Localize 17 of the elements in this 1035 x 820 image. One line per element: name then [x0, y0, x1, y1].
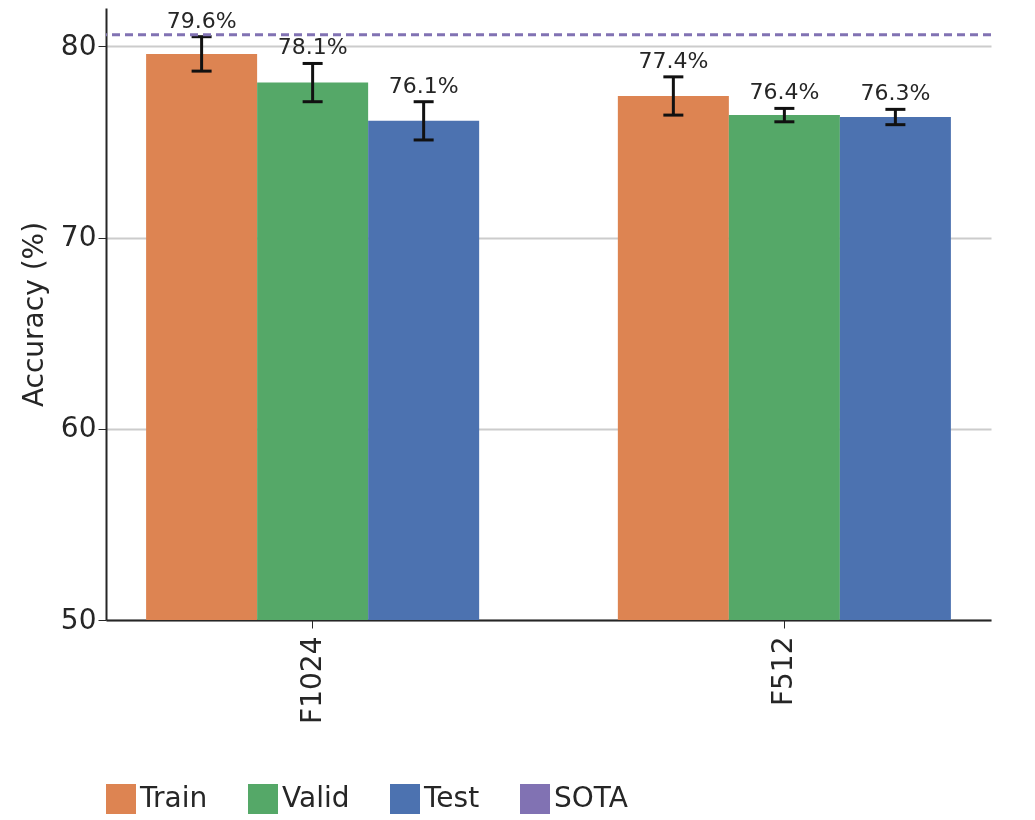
x-tick-label: F512: [766, 636, 800, 707]
data-label: 79.6%: [166, 7, 237, 33]
data-label: 77.4%: [638, 47, 709, 73]
data-label: 76.1%: [388, 72, 459, 98]
data-label: 76.3%: [860, 80, 931, 106]
legend-label: Test: [423, 781, 480, 814]
y-tick-label: 60: [60, 411, 97, 445]
y-axis-title: Accuracy (%): [16, 221, 50, 408]
data-label: 76.4%: [749, 79, 820, 105]
legend-label: SOTA: [554, 781, 628, 814]
legend-label: Train: [139, 781, 208, 814]
legend-label: Valid: [282, 781, 350, 814]
data-label: 78.1%: [277, 34, 348, 60]
y-tick-label: 50: [60, 602, 97, 636]
y-tick-label: 70: [60, 220, 97, 253]
x-tick-label: F1024: [294, 636, 328, 724]
y-tick-label: 80: [60, 28, 97, 62]
